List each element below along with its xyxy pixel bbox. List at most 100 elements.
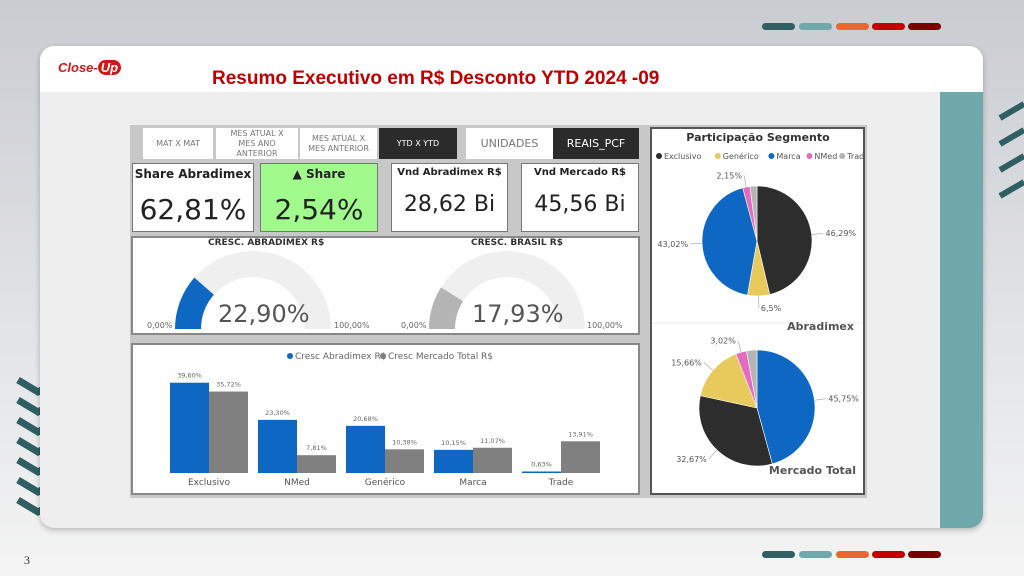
gauge-track xyxy=(429,251,585,329)
bar xyxy=(434,449,473,473)
category-label: Trade xyxy=(548,478,574,488)
gauge-fill xyxy=(429,287,464,329)
data-label: 11,07% xyxy=(480,437,505,445)
legend-marker xyxy=(839,153,846,159)
leader-line xyxy=(814,398,827,401)
header: Close- Up Resumo Executivo em R$ Desconto… xyxy=(40,46,983,92)
pie-slice xyxy=(756,349,816,465)
kpi-vnd-mercado: Vnd Mercado R$ 45,56 Bi xyxy=(521,163,639,232)
slice-label: 32,67% xyxy=(676,455,707,464)
leader-line xyxy=(708,449,718,460)
category-label: NMed xyxy=(284,478,310,488)
kpi-title: Vnd Mercado R$ xyxy=(533,167,626,178)
data-label: 23,30% xyxy=(265,409,290,417)
bar xyxy=(170,382,209,473)
logo: Close- Up xyxy=(58,60,122,75)
leader-line xyxy=(811,232,824,235)
pie-slice xyxy=(746,349,758,409)
pie-name: Mercado Total xyxy=(769,464,856,477)
slice-label: 45,75% xyxy=(828,395,859,404)
btn-mes-anterior[interactable]: MES ATUAL X MES ANTERIOR xyxy=(300,128,377,159)
legend-marker xyxy=(714,153,721,159)
deco-dash xyxy=(799,23,832,30)
deco-dash xyxy=(908,551,941,558)
data-label: 39,60% xyxy=(177,372,202,380)
deco-dash xyxy=(836,23,869,30)
legend-marker xyxy=(768,153,775,159)
bar xyxy=(385,449,424,473)
bar xyxy=(522,471,561,473)
chevrons-right-icon xyxy=(998,101,1024,199)
legend-marker xyxy=(656,153,662,159)
slice-label: 2,15% xyxy=(717,171,743,180)
gauge-value: 17,93% xyxy=(472,300,564,328)
category-label: Marca xyxy=(459,478,486,488)
gauges xyxy=(175,251,585,329)
kpi-value: 28,62 Bi xyxy=(403,192,496,217)
data-label: 10,15% xyxy=(441,439,466,447)
gauge-fill xyxy=(175,277,214,329)
deco-dash xyxy=(836,551,869,558)
kpi-value: 45,56 Bi xyxy=(534,192,626,217)
slice-label: 3,02% xyxy=(710,337,736,346)
category-label: Exclusivo xyxy=(188,478,231,488)
bar xyxy=(258,419,297,473)
kpi-title: Share Abradimex xyxy=(134,167,252,181)
gauge-min: 0,00% xyxy=(401,321,427,330)
legend-label: NMed xyxy=(814,152,837,161)
bar xyxy=(346,425,385,473)
legend-label: Cresc Abradimex R$ xyxy=(295,352,386,362)
deco-dash xyxy=(908,23,941,30)
btn-unidades[interactable]: UNIDADES xyxy=(466,128,553,159)
legend-label: Exclusivo xyxy=(664,152,701,161)
legend-marker xyxy=(380,353,386,359)
gauge-value: 22,90% xyxy=(218,300,310,328)
gauge-max: 100,00% xyxy=(587,321,623,330)
bar xyxy=(561,441,600,473)
deco-dash xyxy=(872,551,905,558)
kpi-title: ▲ Share xyxy=(292,167,346,181)
btn-ytd[interactable]: YTD X YTD xyxy=(379,128,457,159)
data-label: 20,68% xyxy=(353,415,378,423)
pie-slice xyxy=(698,395,773,467)
data-label: 35,72% xyxy=(216,381,241,389)
legend-label: Trade xyxy=(846,152,865,161)
data-label: 10,38% xyxy=(392,438,417,446)
pie-title: Participação Segmento xyxy=(686,131,830,144)
leader-line xyxy=(703,362,714,371)
data-label: 13,91% xyxy=(568,430,593,438)
gauge-title: CRESC. BRASIL R$ xyxy=(471,238,563,248)
deco-dash xyxy=(872,23,905,30)
pie-slice xyxy=(756,185,813,295)
gauge-track xyxy=(175,251,331,329)
chevrons-left-icon xyxy=(16,376,62,517)
category-label: Genérico xyxy=(365,477,406,488)
data-label: 7,81% xyxy=(306,444,327,452)
pie-charts: Participação Segmento Exclusivo Genérico Ma… xyxy=(652,131,865,477)
btn-mes-ano-anterior[interactable]: MES ATUAL X MES ANO ANTERIOR xyxy=(216,128,298,159)
leader-line xyxy=(690,243,703,245)
gauge-max: 100,00% xyxy=(334,321,370,330)
slice-label: 46,29% xyxy=(826,229,857,238)
kpi-title: Vnd Abradimex R$ xyxy=(397,167,502,178)
kpi-vnd-abradimex: Vnd Abradimex R$ 28,62 Bi xyxy=(391,163,508,232)
deco-dash xyxy=(762,23,795,30)
pie-slice xyxy=(701,187,758,296)
gauge-min: 0,00% xyxy=(147,321,173,330)
btn-mat[interactable]: MAT X MAT xyxy=(143,128,213,159)
bar xyxy=(473,447,512,473)
kpi-value: 62,81% xyxy=(139,193,247,226)
leader-line xyxy=(737,340,742,353)
legend-label: Cresc Mercado Total R$ xyxy=(388,352,493,362)
legend-marker xyxy=(287,353,293,359)
teal-sidebar xyxy=(940,92,983,528)
kpi-value: 2,54% xyxy=(274,193,364,226)
deco-dash xyxy=(762,551,795,558)
pie-slice xyxy=(749,185,758,242)
gauge-title: CRESC. ABRADIMEX R$ xyxy=(208,238,325,248)
page-title: Resumo Executivo em R$ Desconto YTD 2024… xyxy=(212,68,660,89)
legend-label: Genérico xyxy=(723,151,759,161)
btn-reais[interactable]: REAIS_PCF xyxy=(553,128,639,159)
bar-chart: Cresc Abradimex R$ Cresc Mercado Total R$… xyxy=(170,352,600,488)
data-label: 0,63% xyxy=(531,461,552,469)
